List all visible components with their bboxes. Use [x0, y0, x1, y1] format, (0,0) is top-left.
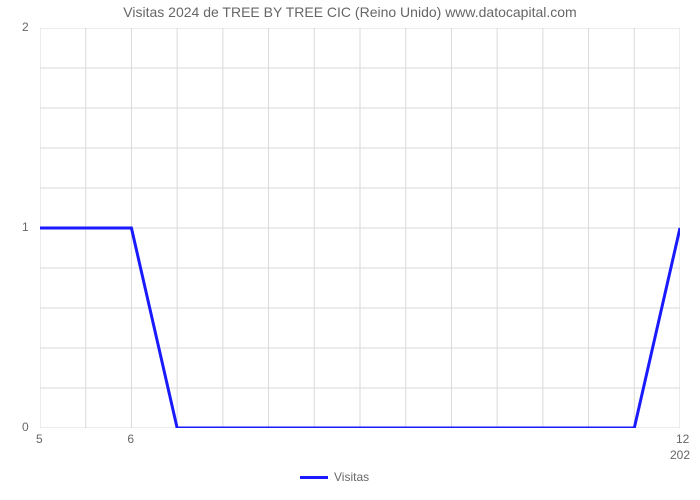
x-tick-label: 12	[676, 432, 689, 446]
x-tick-label: 6	[127, 432, 134, 446]
y-tick-label: 0	[22, 420, 29, 434]
y-tick-label: 1	[22, 220, 29, 234]
x-tick-label: 5	[36, 432, 43, 446]
legend-swatch	[300, 476, 328, 479]
y-tick-label: 2	[22, 20, 29, 34]
legend: Visitas	[300, 470, 369, 484]
legend-label: Visitas	[334, 470, 369, 484]
chart-title: Visitas 2024 de TREE BY TREE CIC (Reino …	[0, 4, 700, 20]
x-secondary-label: 202	[670, 448, 690, 462]
chart-plot	[40, 28, 680, 428]
